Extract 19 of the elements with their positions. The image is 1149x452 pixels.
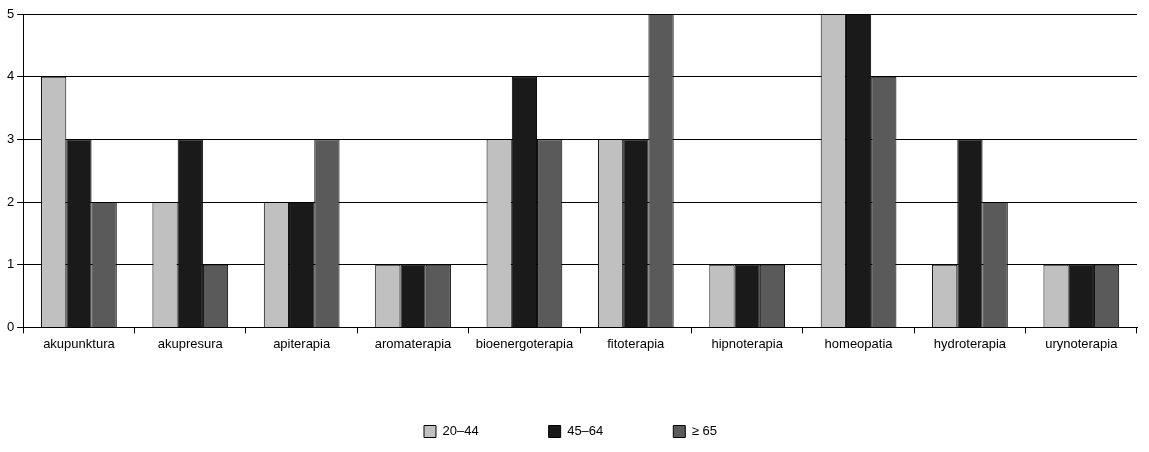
x-tick-label: apiterapia bbox=[273, 335, 331, 351]
x-tick-label: fitoterapia bbox=[607, 335, 666, 351]
x-tick-label: akupresura bbox=[157, 335, 224, 351]
x-tick-label: aromaterapia bbox=[374, 335, 453, 351]
y-tick-label: 3 bbox=[7, 130, 15, 146]
y-tick-label: 5 bbox=[7, 5, 15, 21]
legend-label: 45–64 bbox=[567, 423, 604, 439]
y-tick-label: 0 bbox=[7, 318, 15, 334]
legend-label: ≥ 65 bbox=[691, 423, 718, 439]
y-tick-label: 4 bbox=[7, 68, 15, 84]
y-tick-label: 2 bbox=[7, 193, 15, 209]
x-tick-label: homeopatia bbox=[824, 335, 894, 351]
x-tick-label: hydroterapia bbox=[933, 335, 1007, 351]
x-tick-label: bioenergoterapia bbox=[475, 335, 574, 351]
y-tick-label: 1 bbox=[7, 256, 15, 272]
x-tick-label: urynoterapia bbox=[1045, 335, 1119, 351]
x-tick-label: hipnoterapia bbox=[711, 335, 784, 351]
x-tick-label: akupunktura bbox=[43, 335, 116, 351]
legend-label: 20–44 bbox=[442, 423, 479, 439]
